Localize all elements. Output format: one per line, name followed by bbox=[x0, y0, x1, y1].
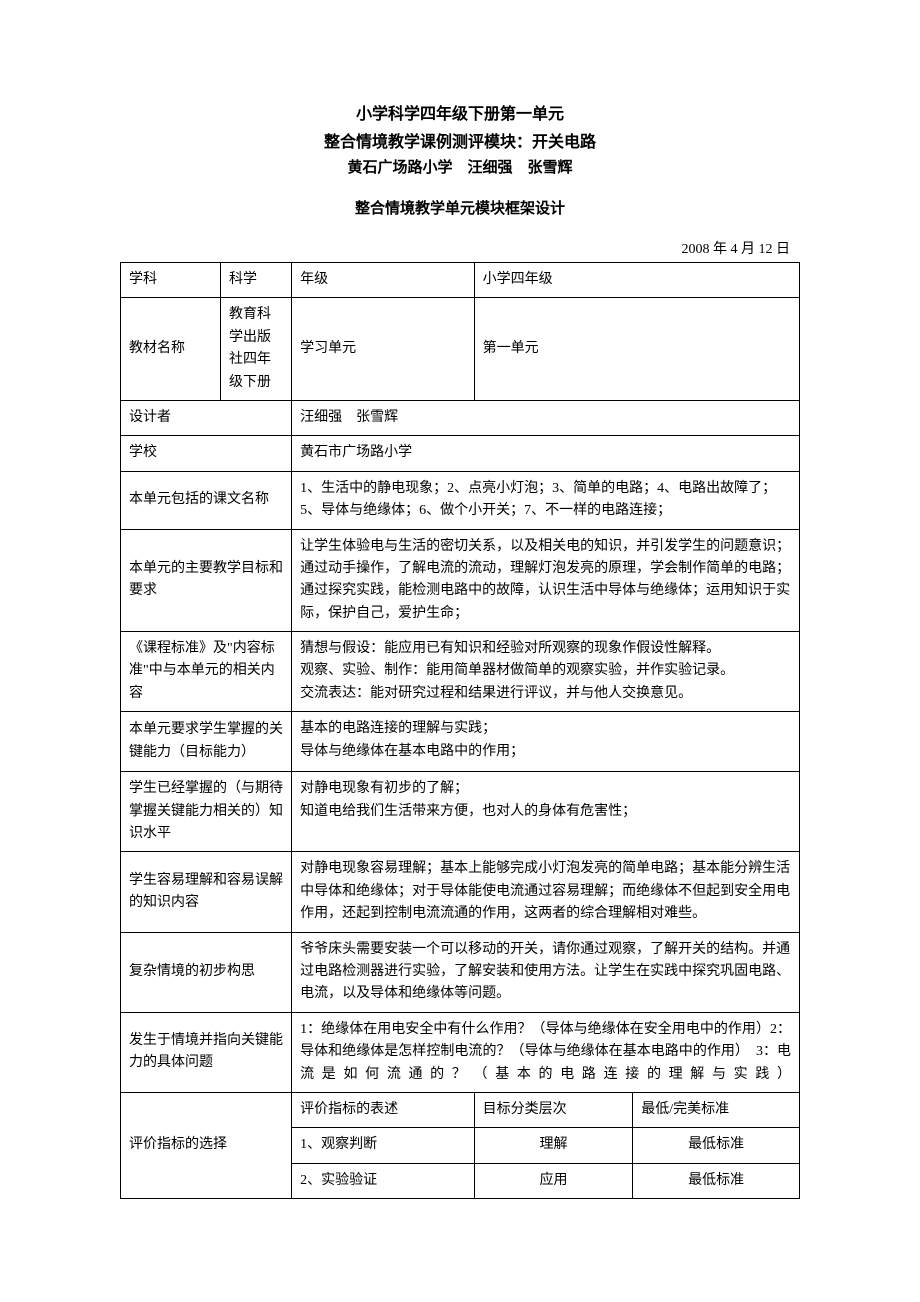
table-row: 学校 黄石市广场路小学 bbox=[121, 436, 800, 471]
key-ability-value: 基本的电路连接的理解与实践； 导体与绝缘体在基本电路中的作用； bbox=[292, 712, 800, 772]
grade-value: 小学四年级 bbox=[474, 263, 799, 298]
standards-value: 猜想与假设：能应用已有知识和经验对所观察的现象作假设性解释。 观察、实验、制作：… bbox=[292, 632, 800, 712]
textbook-value: 教育科学出版社四年级下册 bbox=[221, 298, 292, 401]
header-line-3: 黄石广场路小学 汪细强 张雪辉 bbox=[120, 156, 800, 177]
document-header: 小学科学四年级下册第一单元 整合情境教学课例测评模块：开关电路 黄石广场路小学 … bbox=[120, 100, 800, 218]
eval-header-level: 目标分类层次 bbox=[474, 1092, 633, 1127]
table-row: 学生已经掌握的（与期待掌握关键能力相关的）知识水平 对静电现象有初步的了解； 知… bbox=[121, 772, 800, 852]
textbook-label: 教材名称 bbox=[121, 298, 221, 401]
header-line-4: 整合情境教学单元模块框架设计 bbox=[120, 197, 800, 218]
table-row: 设计者 汪细强 张雪辉 bbox=[121, 400, 800, 435]
school-label: 学校 bbox=[121, 436, 292, 471]
standards-label: 《课程标准》及"内容标准"中与本单元的相关内容 bbox=[121, 632, 292, 712]
table-row: 本单元要求学生掌握的关键能力（目标能力） 基本的电路连接的理解与实践； 导体与绝… bbox=[121, 712, 800, 772]
prior-knowledge-value: 对静电现象有初步的了解； 知道电给我们生活带来方便，也对人的身体有危害性； bbox=[292, 772, 800, 852]
eval-label: 评价指标的选择 bbox=[121, 1092, 292, 1198]
subject-label: 学科 bbox=[121, 263, 221, 298]
scenario-value: 爷爷床头需要安装一个可以移动的开关，请你通过观察，了解开关的结构。并通过电路检测… bbox=[292, 932, 800, 1012]
lessons-value: 1、生活中的静电现象；2、点亮小灯泡；3、简单的电路；4、电路出故障了；5、导体… bbox=[292, 471, 800, 529]
unit-label: 学习单元 bbox=[292, 298, 475, 401]
eval-row2-level: 应用 bbox=[474, 1163, 633, 1198]
table-row: 教材名称 教育科学出版社四年级下册 学习单元 第一单元 bbox=[121, 298, 800, 401]
goals-label: 本单元的主要教学目标和要求 bbox=[121, 529, 292, 632]
table-row: 发生于情境并指向关键能力的具体问题 1：绝缘体在用电安全中有什么作用？（导体与绝… bbox=[121, 1012, 800, 1092]
table-row: 复杂情境的初步构思 爷爷床头需要安装一个可以移动的开关，请你通过观察，了解开关的… bbox=[121, 932, 800, 1012]
table-row: 评价指标的选择 评价指标的表述 目标分类层次 最低/完美标准 bbox=[121, 1092, 800, 1127]
header-line-2: 整合情境教学课例测评模块：开关电路 bbox=[120, 128, 800, 152]
unit-value: 第一单元 bbox=[474, 298, 799, 401]
prior-knowledge-label: 学生已经掌握的（与期待掌握关键能力相关的）知识水平 bbox=[121, 772, 292, 852]
key-ability-label: 本单元要求学生掌握的关键能力（目标能力） bbox=[121, 712, 292, 772]
lessons-label: 本单元包括的课文名称 bbox=[121, 471, 292, 529]
easy-confuse-label: 学生容易理解和容易误解的知识内容 bbox=[121, 852, 292, 932]
school-value: 黄石市广场路小学 bbox=[292, 436, 800, 471]
eval-header-standard: 最低/完美标准 bbox=[633, 1092, 800, 1127]
eval-row1-desc: 1、观察判断 bbox=[292, 1128, 475, 1163]
table-row: 本单元包括的课文名称 1、生活中的静电现象；2、点亮小灯泡；3、简单的电路；4、… bbox=[121, 471, 800, 529]
table-row: 本单元的主要教学目标和要求 让学生体验电与生活的密切关系，以及相关电的知识，并引… bbox=[121, 529, 800, 632]
questions-label: 发生于情境并指向关键能力的具体问题 bbox=[121, 1012, 292, 1092]
date-line: 2008 年 4 月 12 日 bbox=[120, 238, 800, 258]
easy-confuse-value: 对静电现象容易理解；基本上能够完成小灯泡发亮的简单电路；基本能分辨生活中导体和绝… bbox=[292, 852, 800, 932]
questions-value: 1：绝缘体在用电安全中有什么作用？（导体与绝缘体在安全用电中的作用）2：导体和绝… bbox=[292, 1012, 800, 1092]
eval-header-desc: 评价指标的表述 bbox=[292, 1092, 475, 1127]
framework-table: 学科 科学 年级 小学四年级 教材名称 教育科学出版社四年级下册 学习单元 第一… bbox=[120, 262, 800, 1199]
table-row: 学生容易理解和容易误解的知识内容 对静电现象容易理解；基本上能够完成小灯泡发亮的… bbox=[121, 852, 800, 932]
scenario-label: 复杂情境的初步构思 bbox=[121, 932, 292, 1012]
table-row: 学科 科学 年级 小学四年级 bbox=[121, 263, 800, 298]
header-line-1: 小学科学四年级下册第一单元 bbox=[120, 100, 800, 124]
eval-row2-standard: 最低标准 bbox=[633, 1163, 800, 1198]
subject-value: 科学 bbox=[221, 263, 292, 298]
designer-value: 汪细强 张雪辉 bbox=[292, 400, 800, 435]
eval-row1-level: 理解 bbox=[474, 1128, 633, 1163]
eval-row1-standard: 最低标准 bbox=[633, 1128, 800, 1163]
table-row: 《课程标准》及"内容标准"中与本单元的相关内容 猜想与假设：能应用已有知识和经验… bbox=[121, 632, 800, 712]
designer-label: 设计者 bbox=[121, 400, 292, 435]
grade-label: 年级 bbox=[292, 263, 475, 298]
eval-row2-desc: 2、实验验证 bbox=[292, 1163, 475, 1198]
goals-value: 让学生体验电与生活的密切关系，以及相关电的知识，并引发学生的问题意识；通过动手操… bbox=[292, 529, 800, 632]
